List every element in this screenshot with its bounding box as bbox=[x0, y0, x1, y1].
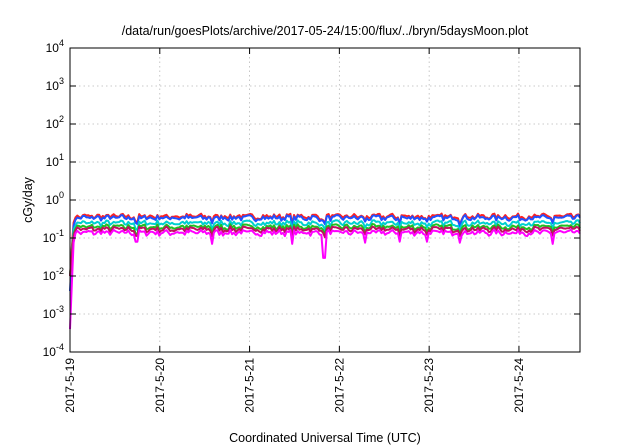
y-tick-label: 101 bbox=[46, 152, 64, 169]
y-tick-label: 103 bbox=[46, 76, 64, 93]
y-tick-label: 10-4 bbox=[43, 342, 64, 359]
y-tick-label: 100 bbox=[46, 190, 64, 207]
y-tick-label: 10-2 bbox=[43, 266, 64, 283]
series-group bbox=[69, 212, 581, 330]
chart-title: /data/run/goesPlots/archive/2017-05-24/1… bbox=[122, 24, 529, 38]
y-tick-label: 10-3 bbox=[43, 304, 64, 321]
series-line-2 bbox=[69, 213, 581, 292]
x-axis-label: Coordinated Universal Time (UTC) bbox=[229, 431, 421, 445]
series-line-5 bbox=[69, 225, 581, 277]
y-tick-label: 104 bbox=[46, 38, 64, 55]
x-tick-label: 2017-5-20 bbox=[153, 358, 167, 413]
x-tick-label: 2017-5-23 bbox=[422, 358, 436, 413]
series-line-6 bbox=[69, 228, 581, 330]
axis-ticks: 10-4 10-3 10-2 10-1 100 101 102 103 104 2017-5-19… bbox=[43, 38, 580, 413]
x-tick-label: 2017-5-21 bbox=[243, 358, 257, 413]
x-tick-label: 2017-5-22 bbox=[332, 358, 346, 413]
x-tick-label: 2017-5-24 bbox=[512, 358, 526, 413]
y-tick-label: 102 bbox=[46, 114, 64, 131]
x-tick-label: 2017-5-19 bbox=[63, 358, 77, 413]
grid bbox=[70, 47, 580, 353]
y-axis-label: cGy/day bbox=[21, 176, 35, 223]
series-line-3 bbox=[69, 219, 581, 277]
y-tick-label: 10-1 bbox=[43, 228, 64, 245]
